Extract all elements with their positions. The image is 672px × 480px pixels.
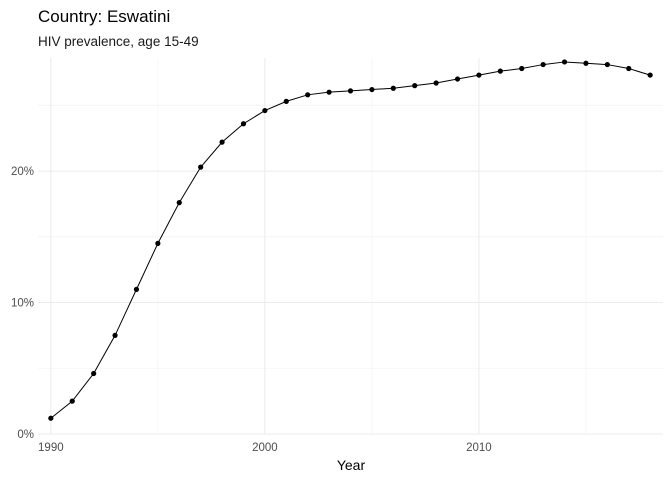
data-point [476,72,482,78]
series-line [50,61,651,419]
x-axis-ticks: 1990 2000 2010 [38,442,492,454]
y-tick-label: 0% [17,429,34,441]
y-axis-ticks: 0% 10% 20% [11,166,34,441]
data-point [561,59,568,65]
data-point [305,92,311,98]
data-point [219,139,225,145]
chart-subtitle: HIV prevalence, age 15-49 [38,34,199,49]
data-point [283,98,289,104]
data-points [48,59,653,421]
x-tick-label: 1990 [38,442,64,454]
y-tick-label: 20% [11,166,34,178]
data-point [497,68,503,74]
data-point [91,370,97,377]
x-tick-label: 2000 [252,442,278,454]
data-point [48,415,54,421]
data-point [326,89,332,95]
data-point [412,83,418,89]
data-point [112,332,118,338]
data-point [604,61,610,68]
y-tick-label: 10% [11,298,34,310]
data-point [647,72,653,78]
x-axis-title: Year [337,457,366,473]
data-point [347,88,354,94]
x-tick-label: 2010 [466,442,492,454]
data-point [69,398,75,404]
data-point [176,200,182,206]
data-point [262,107,268,114]
grid [38,58,663,435]
data-point [583,60,589,66]
data-point [369,86,375,93]
data-point [198,164,204,170]
chart-title: Country: Eswatini [38,7,170,26]
data-point [454,76,461,82]
data-point [240,121,247,127]
data-point [390,85,396,91]
data-point [540,61,546,68]
data-point [626,65,632,72]
data-point [433,80,439,86]
data-point [133,286,140,292]
data-point [519,65,525,72]
data-point [155,240,161,246]
